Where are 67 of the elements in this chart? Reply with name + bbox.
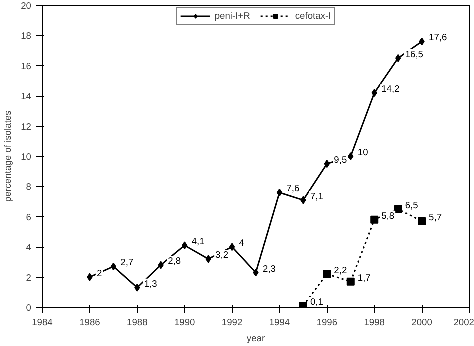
point (300, 196, 306, 204)
point (396, 54, 402, 62)
point (348, 152, 354, 160)
y-tick-label: 12 (21, 122, 32, 132)
data-label: 2,2 (334, 265, 348, 276)
data-label: 5,8 (382, 210, 395, 221)
data-label: 7,1 (310, 191, 324, 202)
data-label: 4,1 (192, 236, 205, 247)
y-tick-label: 2 (26, 272, 32, 283)
data-label: 17,6 (429, 32, 448, 43)
data-label: 0,1 (310, 296, 324, 307)
point (134, 284, 140, 292)
y-tick-label: 16 (21, 61, 32, 72)
y-tick-label: 20 (21, 1, 32, 11)
y-tick-label: 6 (26, 212, 32, 222)
data-label: 16,5 (405, 49, 424, 60)
point (370, 216, 379, 224)
data-label: 7,6 (286, 184, 300, 194)
point (324, 160, 330, 168)
data-label: 14,2 (382, 84, 400, 94)
point (394, 205, 402, 214)
y-tick-label: 4 (26, 242, 32, 253)
point (418, 217, 426, 226)
x-tick-label: 1986 (80, 318, 100, 328)
point (323, 270, 332, 278)
x-tick-label: 1990 (174, 318, 196, 328)
point (299, 302, 308, 308)
data-label: 6,5 (405, 200, 418, 210)
data-label: 4 (239, 238, 244, 248)
y-tick-label: 10 (21, 152, 32, 162)
y-axis-title: percentage of isolates (3, 110, 14, 202)
legend-label: cefotax-I (295, 11, 332, 21)
x-tick-label: 1992 (222, 318, 243, 328)
y-tick-label: 8 (26, 182, 32, 192)
point (276, 188, 283, 197)
data-label: 2,8 (168, 256, 182, 266)
x-tick-label: 1996 (316, 318, 338, 328)
data-label: 2,7 (120, 258, 134, 268)
point (372, 89, 378, 98)
point (158, 261, 164, 270)
y-tick-label: 14 (21, 92, 32, 102)
x-tick-label: 1994 (269, 318, 290, 328)
data-label: 3,2 (216, 250, 229, 260)
data-label: 10 (358, 148, 368, 158)
legend-label: peni-I+R (214, 11, 250, 21)
y-tick-label: 18 (21, 31, 32, 42)
y-tick-label: 0 (26, 303, 32, 313)
point (87, 273, 93, 282)
point (110, 262, 116, 271)
data-label: 1,7 (358, 272, 371, 283)
point (419, 38, 425, 46)
data-label: 1,3 (144, 278, 158, 289)
x-axis-title: year (246, 334, 266, 344)
point (253, 268, 259, 277)
data-label: 2 (96, 268, 102, 278)
x-tick-label: 2002 (454, 318, 474, 328)
x-tick-label: 1984 (32, 318, 53, 328)
x-tick-label: 1998 (364, 318, 385, 328)
point (182, 242, 188, 250)
data-label: 5,7 (429, 212, 442, 222)
x-tick-label: 1988 (127, 318, 148, 328)
point (229, 243, 236, 252)
point (346, 278, 355, 286)
x-tick-label: 2000 (412, 318, 432, 328)
data-label: 9,5 (334, 155, 348, 166)
point (206, 255, 212, 264)
data-label: 2,3 (263, 264, 276, 274)
